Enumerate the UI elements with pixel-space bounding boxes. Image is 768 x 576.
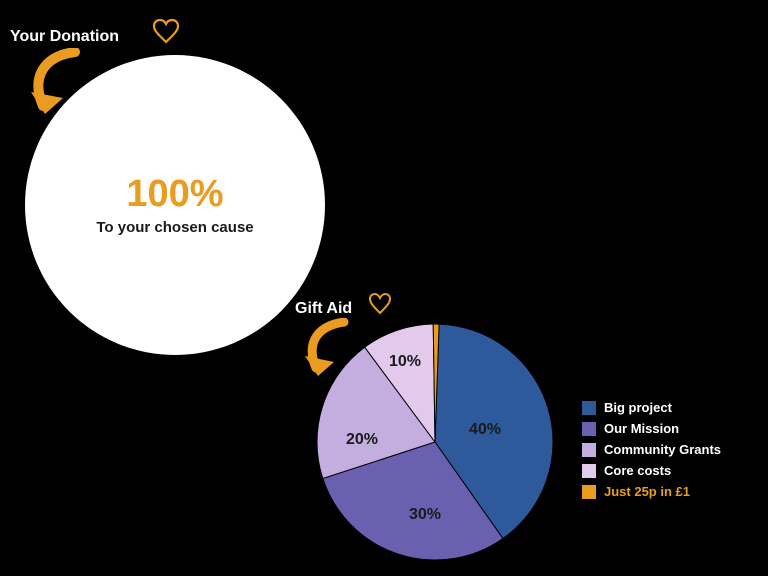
legend-item: Core costs	[582, 463, 721, 478]
gift-aid-label: Gift Aid	[295, 300, 352, 318]
arrow-icon	[25, 48, 115, 138]
heart-icon	[152, 18, 180, 46]
legend-label: Core costs	[604, 463, 671, 478]
legend-item: Just 25p in £1	[582, 484, 721, 499]
heart-icon	[368, 292, 392, 316]
pie-slice-label: 10%	[389, 353, 421, 371]
legend-item: Community Grants	[582, 442, 721, 457]
donation-subtitle: To your chosen cause	[96, 219, 253, 236]
legend-swatch	[582, 401, 596, 415]
legend-swatch	[582, 485, 596, 499]
your-donation-label: Your Donation	[10, 28, 119, 46]
legend-swatch	[582, 443, 596, 457]
pie-slice-label: 40%	[469, 421, 501, 439]
legend-label: Big project	[604, 400, 672, 415]
legend-item: Big project	[582, 400, 721, 415]
legend-swatch	[582, 464, 596, 478]
pie-slice-label: 20%	[346, 431, 378, 449]
legend-item: Our Mission	[582, 421, 721, 436]
pie-legend: Big project Our Mission Community Grants Co…	[582, 400, 721, 499]
donation-percent: 100%	[126, 175, 223, 213]
legend-swatch	[582, 422, 596, 436]
pie-slice-label: 30%	[409, 506, 441, 524]
legend-label: Our Mission	[604, 421, 679, 436]
legend-label: Community Grants	[604, 442, 721, 457]
legend-label: Just 25p in £1	[604, 484, 690, 499]
